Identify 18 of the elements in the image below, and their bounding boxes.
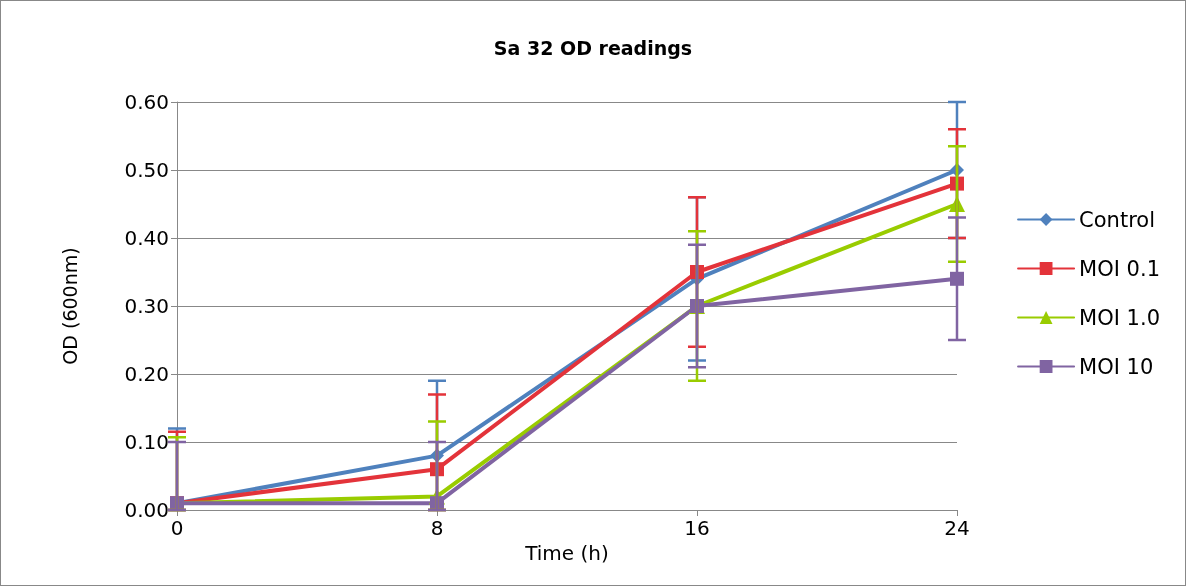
y-axis-title: OD (600nm) (58, 247, 81, 365)
legend-label: MOI 10 (1079, 354, 1154, 379)
y-tick-label: 0.60 (124, 90, 169, 114)
y-tick-label: 0.10 (124, 430, 169, 454)
x-tick-label: 16 (684, 516, 710, 540)
y-tick-label: 0.40 (124, 226, 169, 250)
x-tick-label: 24 (944, 516, 970, 540)
y-tick-label: 0.30 (124, 294, 169, 318)
y-tick-label: 0.50 (124, 158, 169, 182)
legend-label: MOI 1.0 (1079, 305, 1161, 330)
x-axis-title: Time (h) (524, 540, 609, 565)
x-tick-label: 8 (430, 516, 444, 540)
y-tick-label: 0.20 (124, 362, 169, 386)
x-tick-label: 0 (170, 516, 184, 540)
legend-label: MOI 0.1 (1079, 256, 1161, 281)
y-tick-label: 0.00 (124, 498, 169, 522)
chart-title: Sa 32 OD readings (493, 36, 693, 59)
legend-label: Control (1079, 207, 1156, 232)
